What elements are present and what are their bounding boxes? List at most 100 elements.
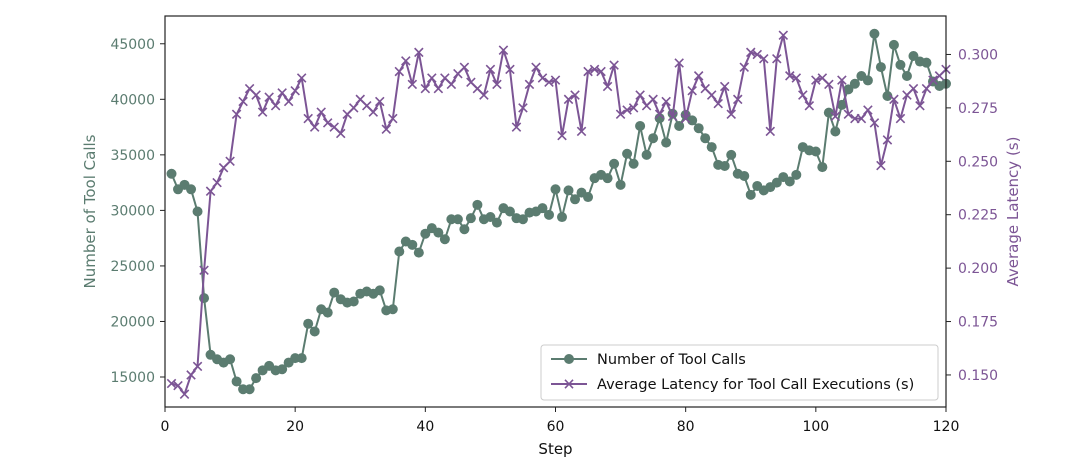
legend-label-tool-calls: Number of Tool Calls bbox=[597, 352, 746, 368]
latency-point bbox=[427, 73, 437, 83]
latency-point bbox=[531, 62, 541, 73]
latency-point bbox=[687, 86, 697, 96]
y-axis-right: 0.150 0.175 0.200 0.225 0.250 0.275 0.300 bbox=[946, 47, 998, 384]
tool-calls-point bbox=[641, 149, 652, 160]
latency-point bbox=[713, 98, 723, 109]
latency-point bbox=[433, 83, 444, 94]
y-left-tick-label: 25000 bbox=[110, 259, 155, 275]
tool-calls-point bbox=[244, 384, 255, 395]
y-right-tick-label: 0.225 bbox=[958, 208, 998, 224]
latency-point bbox=[719, 81, 730, 92]
tool-calls-point bbox=[784, 176, 795, 187]
latency-point bbox=[798, 90, 808, 100]
tool-calls-point bbox=[687, 115, 698, 126]
tool-calls-point bbox=[895, 59, 906, 70]
latency-point bbox=[732, 94, 743, 105]
tool-calls-point bbox=[231, 376, 242, 387]
y-right-tick-label: 0.200 bbox=[958, 261, 998, 277]
latency-point bbox=[394, 66, 405, 77]
latency-point bbox=[186, 370, 196, 380]
latency-point bbox=[596, 66, 606, 77]
latency-point bbox=[296, 73, 307, 83]
latency-point bbox=[609, 60, 619, 70]
tool-calls-point bbox=[674, 120, 685, 131]
latency-point bbox=[804, 100, 815, 111]
latency-point bbox=[706, 90, 717, 100]
latency-point bbox=[680, 113, 691, 124]
x-tick-label: 40 bbox=[416, 419, 434, 435]
latency-point bbox=[628, 103, 639, 113]
tool-calls-point bbox=[836, 99, 847, 110]
tool-calls-point bbox=[439, 234, 450, 245]
legend-label-latency: Average Latency for Tool Call Executions… bbox=[597, 377, 914, 393]
latency-point bbox=[869, 118, 880, 128]
tool-calls-point bbox=[452, 214, 463, 225]
latency-point bbox=[908, 83, 919, 94]
tool-calls-point bbox=[622, 148, 633, 159]
latency-point bbox=[212, 177, 222, 188]
latency-point bbox=[550, 75, 561, 85]
latency-point bbox=[726, 109, 736, 120]
tool-calls-point bbox=[830, 126, 841, 137]
tool-calls-point bbox=[628, 158, 639, 169]
latency-point bbox=[765, 126, 776, 137]
latency-point bbox=[381, 124, 392, 135]
latency-point bbox=[667, 111, 678, 122]
tool-calls-point bbox=[491, 217, 502, 228]
tool-calls-point bbox=[849, 78, 860, 89]
latency-point bbox=[759, 53, 769, 64]
latency-point bbox=[518, 103, 528, 113]
latency-point bbox=[335, 128, 346, 139]
tool-calls-point bbox=[661, 137, 672, 148]
tool-calls-point bbox=[550, 184, 561, 195]
y-right-tick-label: 0.150 bbox=[958, 368, 998, 384]
latency-point bbox=[446, 79, 457, 90]
latency-point bbox=[563, 94, 574, 105]
latency-point bbox=[739, 62, 750, 73]
latency-point bbox=[674, 58, 684, 68]
tool-calls-point bbox=[186, 184, 197, 195]
latency-point bbox=[863, 105, 873, 115]
y-left-tick-label: 35000 bbox=[110, 148, 155, 164]
y-left-tick-label: 45000 bbox=[110, 37, 155, 53]
tool-calls-point bbox=[888, 39, 899, 50]
latency-point bbox=[303, 113, 313, 124]
latency-point bbox=[915, 100, 925, 111]
latency-point bbox=[485, 64, 496, 75]
latency-point bbox=[589, 64, 600, 75]
latency-point bbox=[635, 90, 645, 100]
latency-point bbox=[225, 156, 235, 167]
tool-calls-point bbox=[635, 120, 646, 131]
tool-calls-point bbox=[875, 62, 886, 73]
tool-calls-point bbox=[251, 373, 262, 384]
tool-calls-point bbox=[615, 179, 626, 190]
latency-point bbox=[856, 113, 867, 124]
tool-calls-point bbox=[908, 50, 919, 61]
tool-calls-point bbox=[602, 173, 613, 184]
tool-calls-point bbox=[277, 364, 288, 375]
latency-point bbox=[479, 90, 489, 100]
latency-point bbox=[895, 113, 906, 124]
latency-point bbox=[661, 96, 671, 107]
tool-calls-point bbox=[739, 170, 750, 181]
tool-calls-point bbox=[648, 133, 659, 144]
tool-calls-point bbox=[407, 239, 418, 250]
tool-calls-point bbox=[583, 192, 594, 203]
tool-calls-point bbox=[465, 213, 476, 224]
latency-point bbox=[459, 62, 470, 73]
latency-point bbox=[772, 53, 782, 64]
latency-point bbox=[270, 100, 281, 111]
latency-point bbox=[583, 66, 593, 77]
latency-point bbox=[882, 135, 893, 145]
y-axis-right-label: Average Latency (s) bbox=[1004, 137, 1022, 287]
latency-point bbox=[876, 160, 886, 171]
x-axis: 0 20 40 60 80 100 120 bbox=[161, 407, 959, 435]
tool-calls-point bbox=[296, 353, 307, 364]
x-tick-label: 100 bbox=[802, 419, 829, 435]
latency-point bbox=[498, 45, 509, 55]
latency-point bbox=[505, 64, 515, 75]
tool-calls-point bbox=[303, 318, 314, 329]
tool-calls-point bbox=[693, 123, 704, 134]
tool-calls-point bbox=[862, 75, 873, 86]
y-left-tick-label: 20000 bbox=[110, 314, 155, 330]
